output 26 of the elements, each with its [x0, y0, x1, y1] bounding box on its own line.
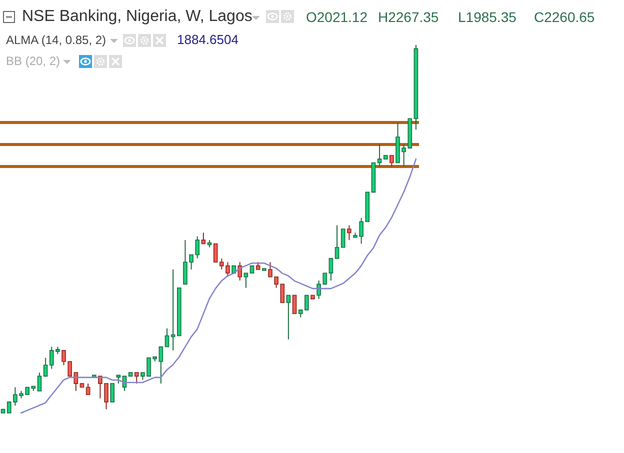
candlestick: [110, 383, 114, 402]
text: O2021.12: [306, 9, 368, 25]
annotation: BB (20, 2): [6, 54, 60, 68]
candlestick: [340, 228, 346, 248]
candlestick: [377, 144, 382, 167]
candlestick: [334, 224, 340, 259]
text: L1985.35: [458, 9, 516, 25]
candlestick: [328, 258, 334, 282]
candlestick: [134, 372, 139, 384]
candlestick: [213, 243, 218, 263]
candlestick: [347, 224, 352, 241]
candlestick: [164, 328, 170, 348]
candlestick: [43, 357, 48, 377]
candlestick: [158, 346, 164, 384]
candlestick: [201, 232, 206, 244]
candlestick: [37, 372, 42, 392]
candlestick: [292, 294, 297, 314]
candlestick: [304, 294, 309, 310]
annotation: ALMA (14, 0.85, 2): [6, 33, 106, 47]
text: NSE Banking, Nigeria, W, Lagos: [22, 8, 252, 25]
annotation: 1884.6504: [177, 32, 238, 47]
candlestick: [86, 383, 90, 396]
text: H2267.35: [378, 9, 439, 25]
candlestick: [286, 294, 291, 340]
candlestick: [390, 154, 394, 167]
text: C2260.65: [534, 9, 595, 25]
